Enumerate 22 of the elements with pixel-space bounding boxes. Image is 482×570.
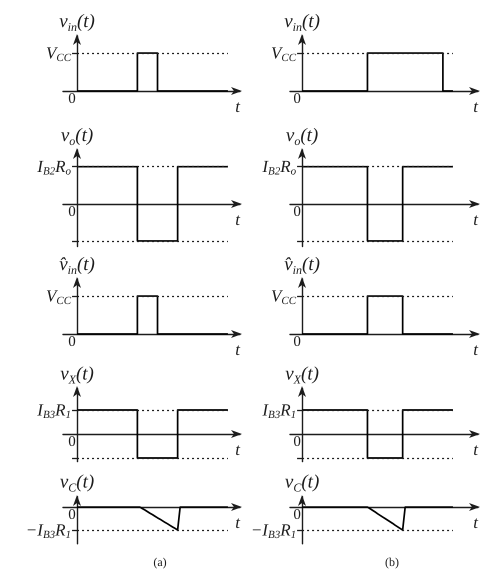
x-axis-title: t	[235, 440, 242, 459]
x-axis-title: t	[473, 210, 480, 229]
x-axis-title: t	[235, 340, 242, 359]
x-axis-title: t	[473, 340, 480, 359]
x-axis-title: t	[473, 440, 480, 459]
x-axis-title: t	[235, 210, 242, 229]
x-axis-title: t	[473, 97, 480, 116]
x-axis-title: t	[235, 97, 242, 116]
text: (b)	[385, 555, 400, 569]
text: 0	[293, 204, 301, 220]
x-axis-title: t	[235, 513, 242, 532]
text: 0	[293, 334, 301, 350]
text: 0	[293, 91, 301, 107]
text: 0	[68, 434, 76, 450]
text: 0	[68, 204, 76, 220]
annotation: 0	[68, 91, 76, 107]
text: (a)	[153, 555, 167, 569]
x-axis-title: t	[473, 513, 480, 532]
text: 0	[68, 507, 76, 524]
annotation: 0	[68, 334, 76, 350]
text: 0	[293, 434, 301, 450]
text: 0	[293, 507, 301, 524]
